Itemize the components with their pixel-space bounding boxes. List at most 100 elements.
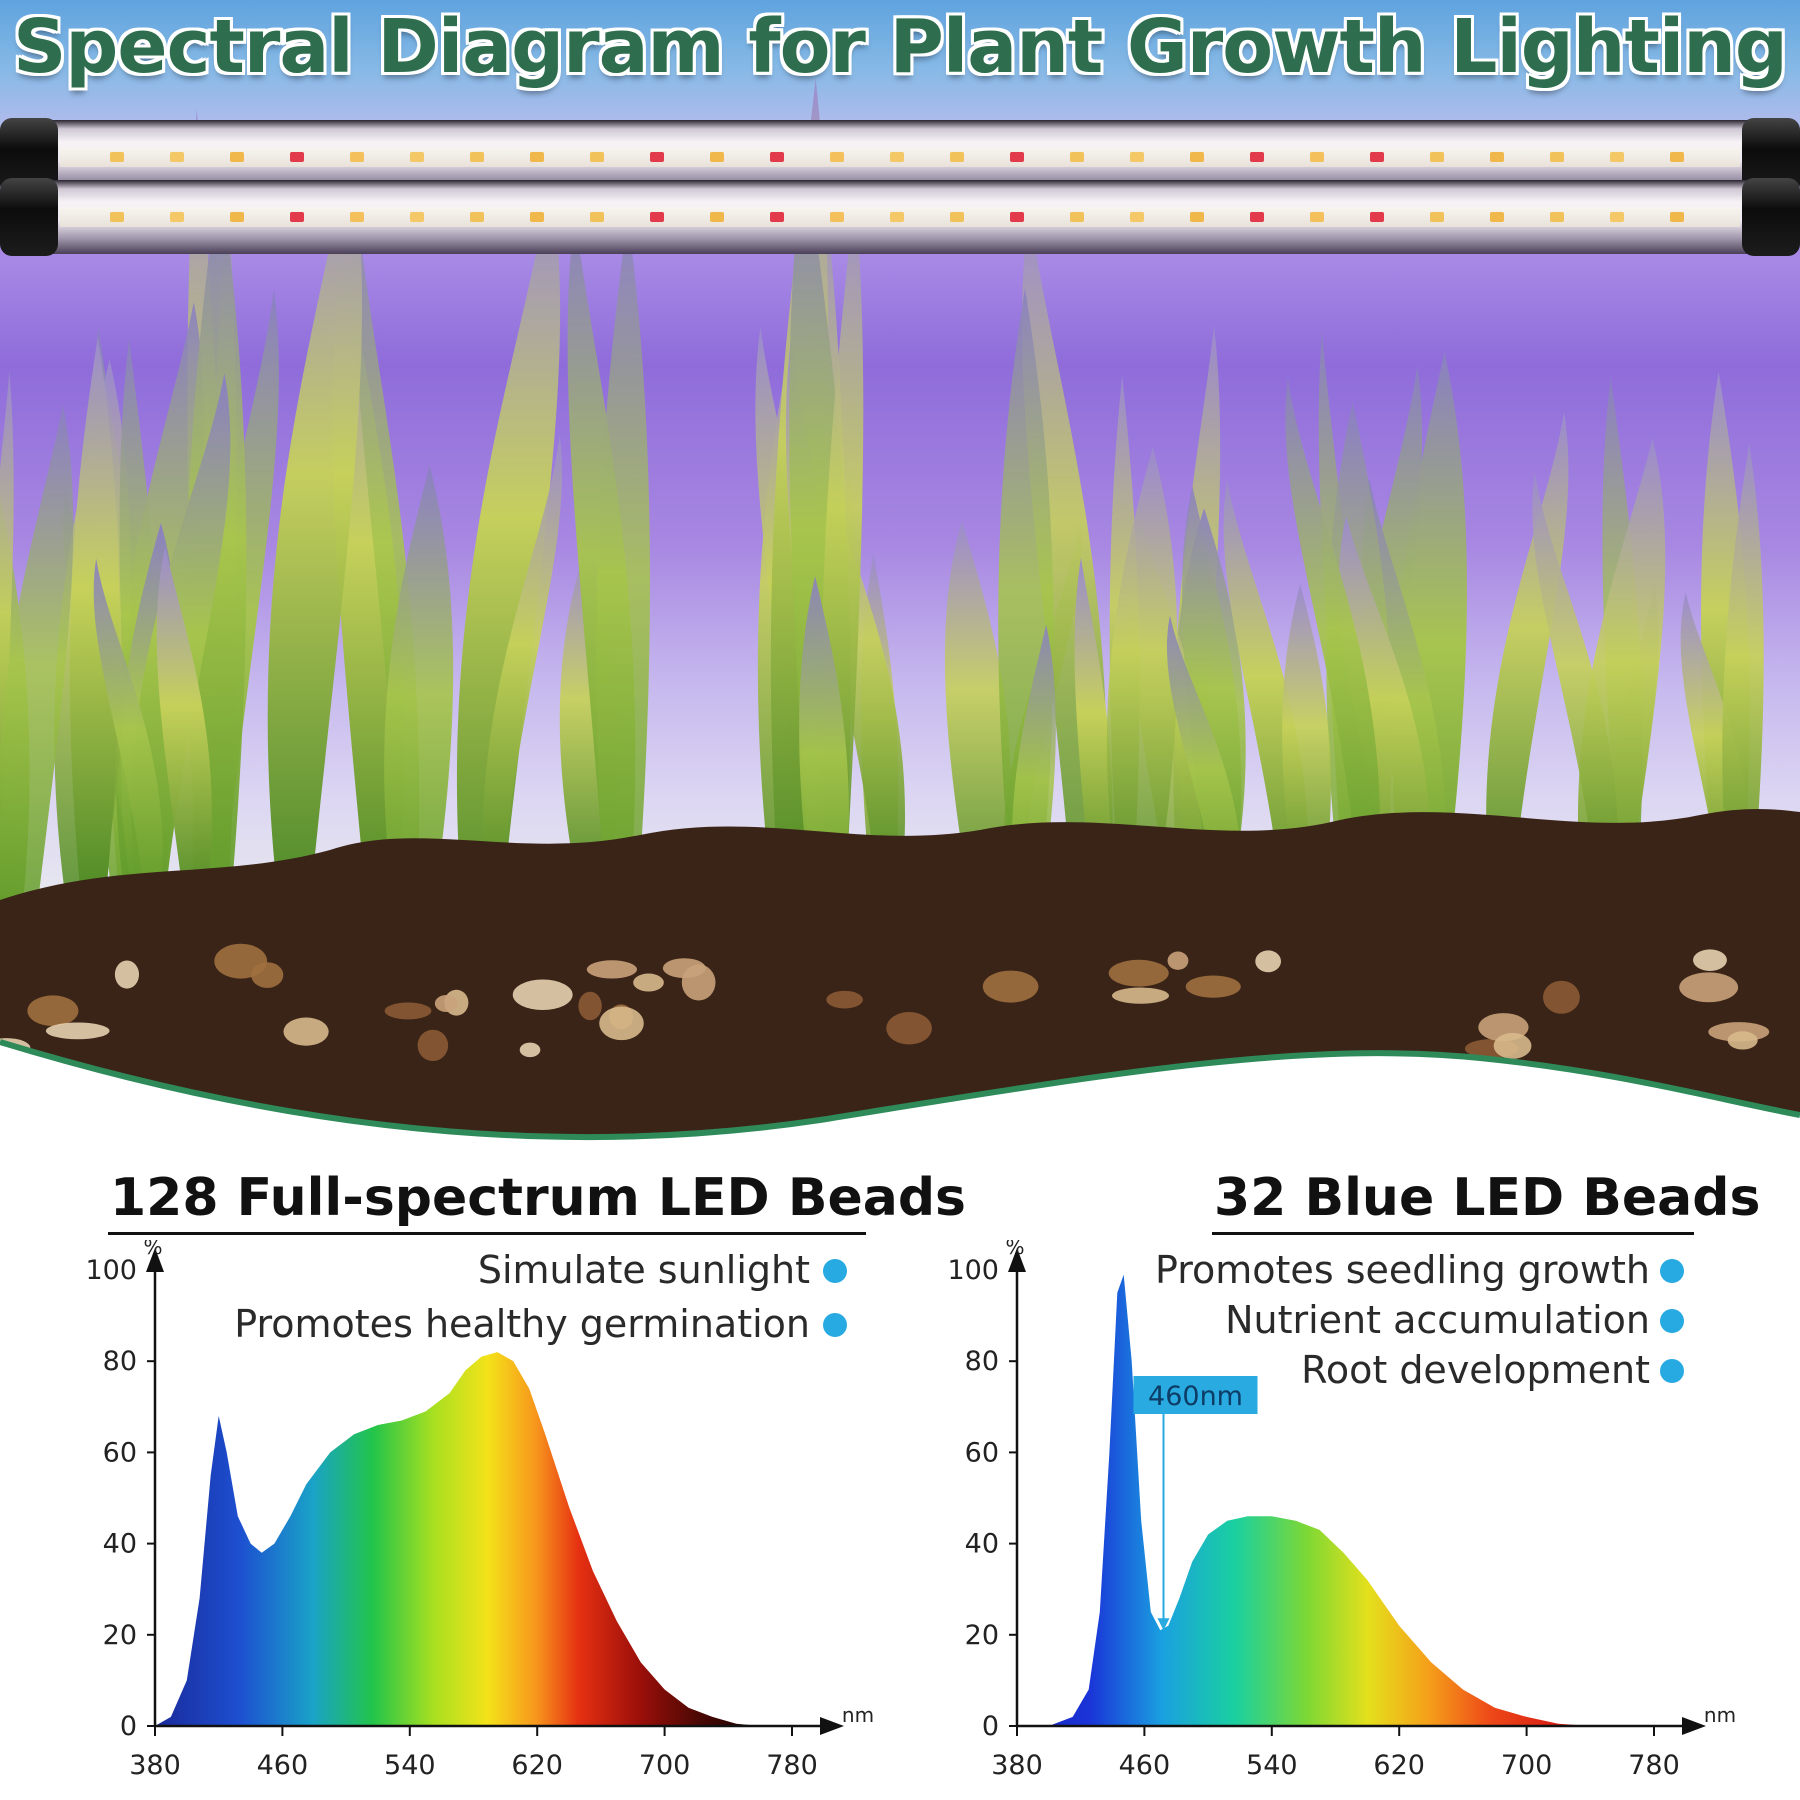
x-tick-label: 700 (1501, 1750, 1553, 1781)
bullet-dot-icon (1660, 1359, 1684, 1383)
chart-title-blue: 32 Blue LED Beads (1214, 1168, 1761, 1228)
led-bead (710, 152, 724, 162)
bar-end-cap-right (1742, 178, 1800, 256)
plant-leaves (0, 78, 1764, 939)
x-tick-label: 540 (1246, 1750, 1298, 1781)
x-tick-label: 780 (766, 1750, 818, 1781)
led-bead (1310, 212, 1324, 222)
led-bead (890, 212, 904, 222)
led-bead (290, 212, 304, 222)
feature-label: Root development (1301, 1348, 1650, 1392)
led-bead (770, 212, 784, 222)
led-bead (710, 212, 724, 222)
led-bead (1550, 152, 1564, 162)
blue-led-chart: 0 20 40 60 80 100 380 460 540 620 700 780% nm Promote… (947, 1240, 1736, 1781)
x-tick-label: 620 (1373, 1750, 1425, 1781)
led-bead (170, 212, 184, 222)
led-bead (1430, 212, 1444, 222)
led-bead (1250, 152, 1264, 162)
x-tick-label: 380 (129, 1750, 181, 1781)
led-bar-bottom (0, 178, 1800, 256)
led-bead (350, 212, 364, 222)
led-bead (1610, 212, 1624, 222)
y-tick-label: 40 (103, 1529, 137, 1560)
led-bead (1370, 212, 1384, 222)
y-axis-label: % (1005, 1240, 1024, 1259)
led-bead (590, 152, 604, 162)
x-tick-label: 780 (1628, 1750, 1680, 1781)
x-axis-arrow-icon (820, 1717, 844, 1735)
y-tick-label: 20 (965, 1620, 999, 1651)
led-bead (1190, 152, 1204, 162)
feature-label: Promotes healthy germination (234, 1302, 810, 1346)
y-tick-label: 80 (103, 1346, 137, 1377)
x-tick-label: 700 (639, 1750, 691, 1781)
x-tick-label: 620 (511, 1750, 563, 1781)
soil-pebbles (0, 943, 1770, 1062)
full-spectrum-chart: 0 20 40 60 80 100 380 460 540 620 700 780% nm Simulat… (85, 1240, 874, 1781)
callout-arrow-icon (1157, 1618, 1170, 1631)
y-tick-label: 100 (85, 1255, 137, 1286)
led-bead (230, 212, 244, 222)
led-bead (650, 212, 664, 222)
led-bead (1070, 212, 1084, 222)
x-tick-label: 460 (257, 1750, 309, 1781)
led-bead (1490, 152, 1504, 162)
page-title: Spectral Diagram for Plant Growth Lighti… (13, 4, 1788, 90)
led-bead (1430, 152, 1444, 162)
led-bead (1070, 152, 1084, 162)
feature-label: Promotes seedling growth (1155, 1248, 1650, 1292)
bullet-dot-icon (1660, 1259, 1684, 1283)
led-bead (1550, 212, 1564, 222)
led-bead (1130, 152, 1144, 162)
spectrum-area (155, 1352, 761, 1726)
bullet-dot-icon (823, 1259, 847, 1283)
chart-title-full-spectrum: 128 Full-spectrum LED Beads (110, 1168, 966, 1228)
y-tick-label: 80 (965, 1346, 999, 1377)
led-bead (470, 212, 484, 222)
led-bead (590, 212, 604, 222)
y-tick-label: 0 (982, 1711, 999, 1742)
wave-divider (0, 1039, 1800, 1200)
y-tick-label: 60 (103, 1437, 137, 1468)
led-bead (1370, 152, 1384, 162)
y-tick-label: 100 (947, 1255, 999, 1286)
x-tick-label: 460 (1119, 1750, 1171, 1781)
led-bead (110, 152, 124, 162)
led-bead (1190, 212, 1204, 222)
led-bead (1310, 152, 1324, 162)
led-bead (470, 152, 484, 162)
spectrum-area (1017, 1274, 1623, 1726)
callout-label: 460nm (1148, 1381, 1243, 1412)
led-bead (1010, 212, 1024, 222)
y-tick-label: 40 (965, 1529, 999, 1560)
led-bead (170, 152, 184, 162)
y-axis-label: % (143, 1240, 162, 1259)
feature-label: Nutrient accumulation (1225, 1298, 1650, 1342)
y-tick-label: 20 (103, 1620, 137, 1651)
led-bead (890, 152, 904, 162)
y-axis-arrow-icon (146, 1248, 164, 1272)
led-bead (1010, 152, 1024, 162)
callout-box (1133, 1376, 1258, 1414)
led-bead (770, 152, 784, 162)
led-bead (650, 152, 664, 162)
x-axis-label: nm (842, 1703, 874, 1727)
led-bead (410, 152, 424, 162)
y-tick-label: 0 (120, 1711, 137, 1742)
x-tick-label: 380 (991, 1750, 1043, 1781)
led-bead (530, 152, 544, 162)
led-bead (1250, 212, 1264, 222)
led-bead (950, 212, 964, 222)
led-bead (1490, 212, 1504, 222)
led-bead (1130, 212, 1144, 222)
led-bead (1670, 152, 1684, 162)
chart-title-underline (108, 1232, 866, 1235)
led-bead (530, 212, 544, 222)
bullet-dot-icon (1660, 1309, 1684, 1333)
led-bead (410, 212, 424, 222)
bullet-dot-icon (823, 1313, 847, 1337)
led-bead (230, 152, 244, 162)
feature-label: Simulate sunlight (478, 1248, 810, 1292)
